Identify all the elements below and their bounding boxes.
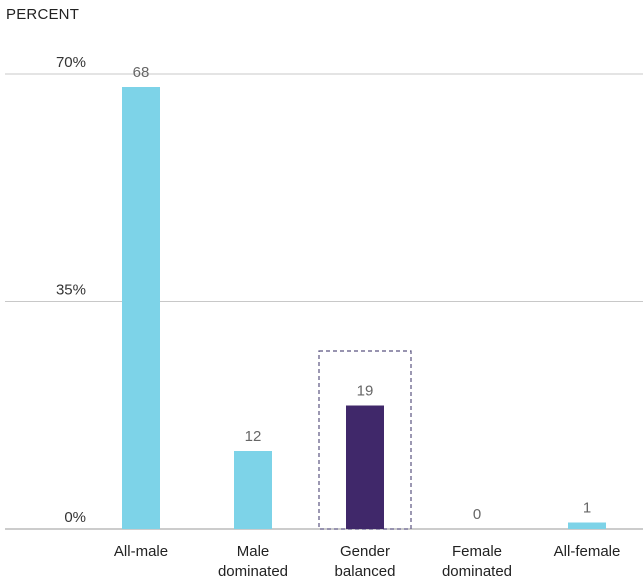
category-label-1: Male dominated (218, 543, 288, 580)
category-label-0: All-male (114, 543, 168, 560)
y-tick-label-0: 0% (64, 509, 86, 526)
y-tick-label-1: 35% (56, 282, 86, 299)
category-label-3: Female dominated (442, 543, 512, 580)
bar-2 (346, 405, 384, 529)
bar-1 (234, 451, 272, 529)
category-label-2: Gender balanced (335, 543, 396, 580)
bar-0 (122, 87, 160, 529)
value-label-4: 1 (583, 500, 591, 517)
value-label-3: 0 (473, 506, 481, 523)
bar-4 (568, 522, 606, 529)
category-label-4: All-female (554, 543, 621, 560)
value-label-2: 19 (357, 383, 374, 400)
value-label-0: 68 (133, 64, 150, 81)
value-label-1: 12 (245, 428, 262, 445)
unit-label: PERCENT (6, 6, 80, 23)
y-tick-label-2: 70% (56, 54, 86, 71)
